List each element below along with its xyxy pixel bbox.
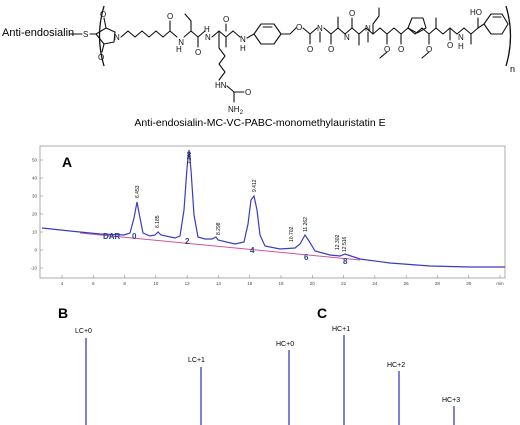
peak-label-10702: 10.702 bbox=[289, 226, 295, 242]
svg-text:10.702: 10.702 bbox=[289, 226, 295, 242]
peak-label-7262: 7.262 bbox=[187, 151, 193, 164]
dar-value-8: 8 bbox=[343, 257, 348, 266]
peak-label-12516: 12.516 bbox=[342, 236, 348, 252]
peak-label-lc1: LC+1 bbox=[188, 357, 205, 364]
panel-a-letter: A bbox=[62, 154, 72, 170]
x-tick-label: 8 bbox=[123, 281, 126, 286]
peak-label-lc0: LC+0 bbox=[75, 328, 92, 335]
peak-label-8298: 8.298 bbox=[216, 222, 222, 235]
o-atom-13: O bbox=[426, 45, 432, 54]
dar-value-0: 0 bbox=[132, 232, 137, 241]
svg-text:9.412: 9.412 bbox=[252, 179, 258, 192]
panel-c-heavy-chain-spectrum: C HC+0 HC+1 HC+2 HC+3 bbox=[276, 305, 460, 425]
x-tick-label: 28 bbox=[435, 281, 441, 286]
chromatogram-trace bbox=[41, 149, 505, 268]
o-atom-3: O bbox=[167, 12, 173, 21]
n-atom-1: N bbox=[114, 33, 120, 42]
x-tick-label: 16 bbox=[247, 281, 253, 286]
o-atom-9: O bbox=[328, 45, 334, 54]
svg-text:8.298: 8.298 bbox=[216, 222, 222, 235]
x-tick-label: 30 bbox=[466, 281, 472, 286]
n-atom-6: N bbox=[365, 24, 371, 33]
panel-b-letter: B bbox=[58, 305, 68, 321]
o-atom-12: O bbox=[398, 45, 404, 54]
x-tick-label: min bbox=[496, 281, 504, 286]
integration-baseline bbox=[79, 232, 361, 261]
n-atom-7: N bbox=[458, 33, 464, 42]
hn-atom: HN bbox=[215, 81, 227, 90]
nh-atom-3: N bbox=[240, 35, 246, 44]
x-tick-label: 18 bbox=[278, 281, 284, 286]
peak-label-6185: 6.185 bbox=[155, 215, 161, 228]
panel-a-plot-frame bbox=[39, 145, 506, 279]
peak-label-hc2: HC+2 bbox=[387, 362, 405, 369]
o-atom-8: O bbox=[307, 45, 313, 54]
peak-label-12302: 12.302 bbox=[335, 234, 341, 250]
right-bracket bbox=[505, 5, 512, 67]
antibody-label: Anti-endosialin bbox=[2, 27, 74, 39]
n-atom-2: N bbox=[205, 33, 211, 42]
peak-label-11262: 11.262 bbox=[303, 217, 309, 232]
x-tick-label: 22 bbox=[341, 281, 347, 286]
sulfur-atom: S bbox=[83, 30, 88, 39]
peak-label-hc1: HC+1 bbox=[332, 326, 350, 333]
x-tick-label: 12 bbox=[185, 281, 191, 286]
o-atom-11: O bbox=[384, 45, 390, 54]
n-atom-5: N bbox=[344, 33, 350, 42]
panel-c-letter: C bbox=[317, 305, 327, 321]
o-atom-14: O bbox=[447, 41, 453, 50]
left-bracket bbox=[98, 5, 105, 67]
svg-text:7.262: 7.262 bbox=[187, 151, 193, 164]
svg-text:6.185: 6.185 bbox=[155, 215, 161, 228]
peak-label-9412: 9.412 bbox=[252, 179, 258, 192]
y-tick-label: 40 bbox=[32, 176, 38, 181]
y-tick-label: 20 bbox=[32, 212, 38, 217]
ho-group: HO bbox=[470, 8, 482, 17]
y-tick-label: 0 bbox=[34, 248, 37, 253]
dar-label: DAR bbox=[103, 232, 121, 241]
y-tick-label: -10 bbox=[30, 266, 37, 271]
y-tick-label: 30 bbox=[32, 194, 38, 199]
svg-text:6.453: 6.453 bbox=[135, 185, 141, 198]
x-tick-label: 26 bbox=[404, 281, 410, 286]
dar-value-2: 2 bbox=[185, 237, 190, 246]
x-tick-label: 24 bbox=[372, 281, 378, 286]
peak-label-6453: 6.453 bbox=[135, 185, 141, 198]
dar-value-6: 6 bbox=[304, 253, 309, 262]
nh2-group: NH2 bbox=[228, 105, 244, 116]
x-tick-label: 14 bbox=[216, 281, 222, 286]
x-tick-label: 4 bbox=[61, 281, 64, 286]
o-atom-7: O bbox=[296, 23, 302, 32]
x-tick-label: 6 bbox=[92, 281, 95, 286]
svg-text:11.262: 11.262 bbox=[303, 217, 309, 232]
repeat-subscript-n: n bbox=[510, 64, 515, 74]
o-atom-2: O bbox=[98, 53, 104, 62]
dar-value-4: 4 bbox=[250, 246, 255, 255]
nh-atom-3-h: H bbox=[240, 44, 246, 53]
o-atom-4: O bbox=[195, 48, 201, 57]
o-atom-1: O bbox=[100, 10, 106, 19]
panel-a-x-ticks: 4 6 8 10 12 14 16 18 20 22 24 26 28 30 min bbox=[61, 275, 504, 286]
nh-atom-2: H bbox=[204, 25, 210, 34]
x-tick-label: 10 bbox=[153, 281, 159, 286]
peak-label-hc3: HC+3 bbox=[442, 397, 460, 404]
x-tick-label: 20 bbox=[310, 281, 316, 286]
peak-label-hc0: HC+0 bbox=[276, 341, 294, 348]
svg-text:12.302: 12.302 bbox=[335, 234, 341, 250]
structure-caption: Anti-endosialin-MC-VC-PABC-monomethylaur… bbox=[134, 117, 385, 129]
y-tick-label: 10 bbox=[32, 230, 38, 235]
y-tick-label: 50 bbox=[32, 158, 38, 163]
panel-b-light-chain-spectrum: B LC+0 LC+1 bbox=[58, 305, 205, 425]
panel-a-y-ticks: 50 40 30 20 10 0 -10 bbox=[30, 158, 43, 271]
n-atom-4: N bbox=[317, 24, 323, 33]
svg-text:12.516: 12.516 bbox=[342, 236, 348, 252]
o-atom-6: O bbox=[245, 88, 251, 97]
o-atom-5: O bbox=[223, 15, 229, 24]
n-atom-7-h: H bbox=[458, 42, 464, 51]
o-atom-10: O bbox=[349, 9, 355, 18]
